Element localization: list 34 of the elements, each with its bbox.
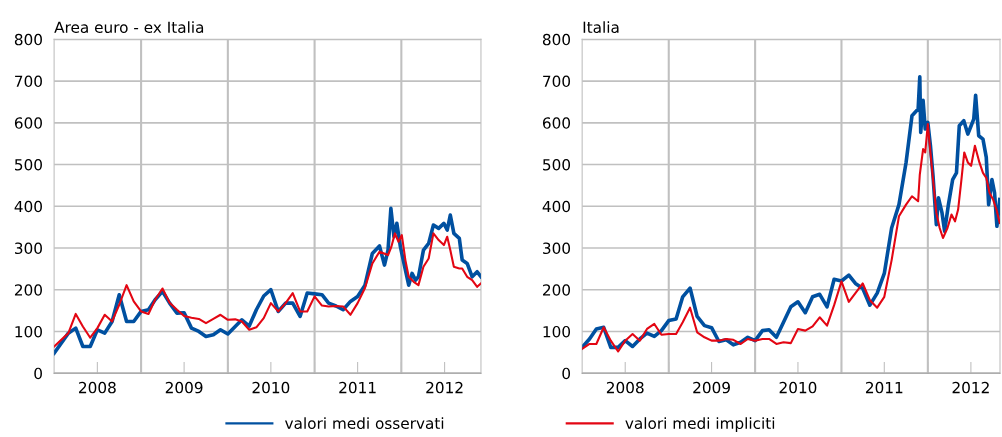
y-tick-label: 200 bbox=[543, 284, 571, 296]
y-tick-label: 800 bbox=[542, 33, 571, 46]
y-tick-label: 700 bbox=[15, 75, 42, 88]
x-tick-label: 2008 bbox=[79, 381, 116, 394]
x-tick-label: 2009 bbox=[165, 381, 203, 394]
chart-title: Area euro - ex Italia bbox=[54, 21, 204, 34]
x-tick-label: 2010 bbox=[779, 381, 817, 394]
x-tick-label: 2012 bbox=[952, 381, 989, 394]
y-tick-label: 300 bbox=[543, 242, 571, 255]
y-tick-label: 600 bbox=[542, 117, 571, 129]
x-tick-label: 2009 bbox=[693, 381, 730, 394]
x-tick-label: 2008 bbox=[606, 381, 644, 394]
chart-title: Italia bbox=[583, 21, 619, 34]
y-tick-label: 0 bbox=[562, 367, 571, 380]
x-tick-label: 2011 bbox=[865, 381, 903, 394]
x-tick-label: 2011 bbox=[339, 381, 376, 394]
line-series bbox=[582, 123, 1000, 353]
y-tick-label: 400 bbox=[14, 200, 42, 213]
y-tick-label: 0 bbox=[34, 367, 42, 380]
y-tick-label: 700 bbox=[543, 75, 571, 88]
x-tick-label: 2010 bbox=[252, 381, 290, 394]
line-series bbox=[54, 232, 481, 348]
y-tick-label: 800 bbox=[14, 33, 42, 46]
y-tick-label: 500 bbox=[15, 159, 42, 171]
x-tick-label: 2012 bbox=[426, 381, 463, 394]
y-tick-label: 100 bbox=[543, 325, 571, 338]
y-tick-label: 100 bbox=[15, 325, 42, 338]
y-tick-label: 300 bbox=[15, 242, 42, 255]
y-tick-label: 200 bbox=[14, 284, 42, 296]
legend-label: valori medi impliciti bbox=[625, 417, 775, 432]
y-tick-label: 600 bbox=[14, 117, 42, 129]
y-tick-label: 400 bbox=[542, 200, 571, 213]
legend-label: valori medi osservati bbox=[285, 417, 444, 430]
y-tick-label: 500 bbox=[543, 159, 571, 171]
